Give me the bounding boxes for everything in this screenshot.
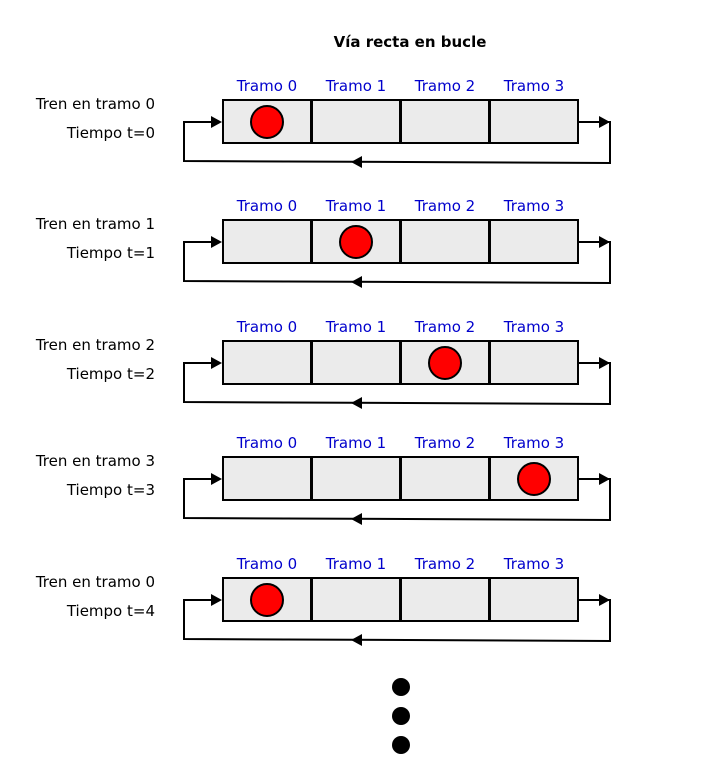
entry-arrow-icon: [211, 473, 222, 485]
exit-arrow-icon: [599, 473, 610, 485]
time-label: Tiempo t=2: [66, 365, 155, 383]
continuation-dot: [392, 736, 410, 754]
return-arrow-icon: [351, 156, 362, 168]
entry-arrow-icon: [211, 594, 222, 606]
segment-label-1: Tramo 1: [325, 434, 386, 452]
time-label: Tiempo t=4: [66, 602, 155, 620]
entry-arrow-icon: [211, 116, 222, 128]
track-segment-0: [222, 456, 312, 501]
track-segment-3: [489, 99, 579, 144]
train-position-label: Tren en tramo 0: [35, 573, 155, 591]
return-arrow-icon: [351, 397, 362, 409]
track-row-4: Tramo 0 Tramo 1 Tramo 2 Tramo 3 Tren en tram…: [35, 555, 611, 646]
segment-label-2: Tramo 2: [414, 555, 475, 573]
segment-label-3: Tramo 3: [503, 434, 564, 452]
track-segment-1: [311, 456, 401, 501]
track-segment-3: [489, 577, 579, 622]
return-arrow-icon: [351, 513, 362, 525]
entry-arrow-icon: [211, 357, 222, 369]
time-label: Tiempo t=1: [66, 244, 155, 262]
segment-label-1: Tramo 1: [325, 197, 386, 215]
exit-arrow-icon: [599, 357, 610, 369]
track-segment-2: [400, 456, 490, 501]
segment-label-2: Tramo 2: [414, 318, 475, 336]
exit-arrow-icon: [599, 594, 610, 606]
segment-label-3: Tramo 3: [503, 77, 564, 95]
track-rows: Tramo 0 Tramo 1 Tramo 2 Tramo 3 Tren en tram…: [35, 77, 611, 646]
continuation-dots: [392, 678, 410, 754]
train-marker: [339, 225, 373, 259]
train-position-label: Tren en tramo 3: [35, 452, 155, 470]
track-segment-1: [311, 577, 401, 622]
train-marker: [250, 105, 284, 139]
diagram-title: Vía recta en bucle: [334, 33, 487, 51]
continuation-dot: [392, 678, 410, 696]
track-segment-0: [222, 340, 312, 385]
continuation-dot: [392, 707, 410, 725]
track-segment-2: [400, 577, 490, 622]
segment-label-3: Tramo 3: [503, 197, 564, 215]
segment-label-2: Tramo 2: [414, 197, 475, 215]
time-label: Tiempo t=0: [66, 124, 155, 142]
segment-label-0: Tramo 0: [236, 197, 297, 215]
track-segment-1: [311, 99, 401, 144]
track-segment-1: [311, 340, 401, 385]
train-marker: [250, 583, 284, 617]
train-position-label: Tren en tramo 2: [35, 336, 155, 354]
time-label: Tiempo t=3: [66, 481, 155, 499]
segment-label-2: Tramo 2: [414, 77, 475, 95]
track-segment-0: [222, 219, 312, 264]
track-segment-3: [489, 340, 579, 385]
segment-label-1: Tramo 1: [325, 555, 386, 573]
track-row-1: Tramo 0 Tramo 1 Tramo 2 Tramo 3 Tren en tram…: [35, 197, 611, 288]
train-marker: [517, 462, 551, 496]
track-segment-2: [400, 219, 490, 264]
exit-arrow-icon: [599, 236, 610, 248]
track-row-3: Tramo 0 Tramo 1 Tramo 2 Tramo 3 Tren en tram…: [35, 434, 611, 525]
segment-label-1: Tramo 1: [325, 318, 386, 336]
entry-arrow-icon: [211, 236, 222, 248]
exit-arrow-icon: [599, 116, 610, 128]
track-row-0: Tramo 0 Tramo 1 Tramo 2 Tramo 3 Tren en tram…: [35, 77, 611, 168]
segment-label-3: Tramo 3: [503, 318, 564, 336]
return-arrow-icon: [351, 634, 362, 646]
segment-label-3: Tramo 3: [503, 555, 564, 573]
train-position-label: Tren en tramo 1: [35, 215, 155, 233]
segment-label-0: Tramo 0: [236, 77, 297, 95]
segment-label-0: Tramo 0: [236, 318, 297, 336]
track-segment-2: [400, 99, 490, 144]
segment-label-0: Tramo 0: [236, 555, 297, 573]
segment-label-1: Tramo 1: [325, 77, 386, 95]
train-marker: [428, 346, 462, 380]
return-arrow-icon: [351, 276, 362, 288]
track-segment-3: [489, 219, 579, 264]
train-position-label: Tren en tramo 0: [35, 95, 155, 113]
segment-label-2: Tramo 2: [414, 434, 475, 452]
track-row-2: Tramo 0 Tramo 1 Tramo 2 Tramo 3 Tren en tram…: [35, 318, 611, 409]
segment-label-0: Tramo 0: [236, 434, 297, 452]
